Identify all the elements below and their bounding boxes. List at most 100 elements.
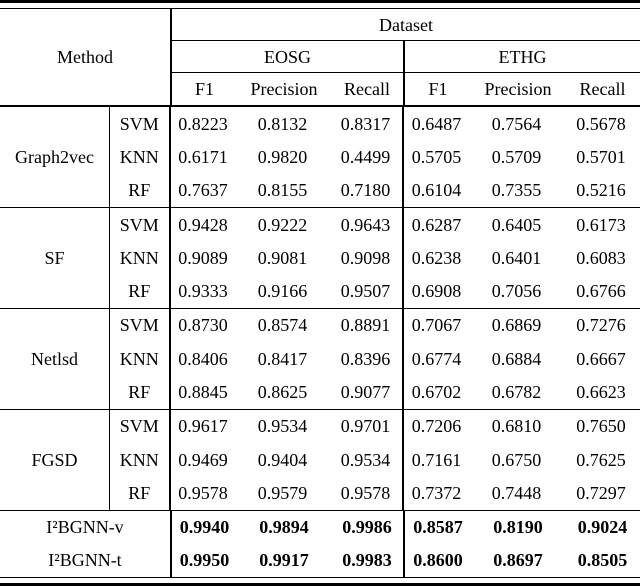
metric-value: 0.7067 bbox=[411, 315, 462, 336]
method-label: Netlsd bbox=[0, 308, 110, 409]
metric-value: 0.9894 bbox=[259, 517, 309, 538]
table-row: SVM 0.8223 0.8132 0.8317 0.6487 0.7564 0… bbox=[110, 107, 640, 141]
dataset-eosg-header: EOSG bbox=[172, 41, 405, 72]
metric-value: 0.6405 bbox=[491, 214, 542, 235]
metric-value: 0.8155 bbox=[257, 180, 308, 201]
table-row: RF 0.8845 0.8625 0.9077 0.6702 0.6782 0.… bbox=[110, 375, 640, 409]
metric-value: 0.9534 bbox=[257, 416, 308, 437]
method-label: I²BGNN-v bbox=[0, 510, 172, 544]
metric-value: 0.6238 bbox=[411, 247, 462, 268]
metric-value: 0.6171 bbox=[178, 146, 228, 167]
metric-value: 0.9166 bbox=[257, 281, 308, 302]
metric-value: 0.6287 bbox=[411, 214, 462, 235]
method-label: SF bbox=[0, 207, 110, 308]
table-row: KNN 0.9469 0.9404 0.9534 0.7161 0.6750 0… bbox=[110, 442, 640, 477]
metric-header-recall-ethg: Recall bbox=[579, 79, 626, 99]
metric-value: 0.9820 bbox=[257, 146, 308, 167]
metric-value: 0.9081 bbox=[257, 247, 308, 268]
metric-value: 0.7650 bbox=[576, 416, 626, 437]
metric-value: 0.7206 bbox=[411, 416, 462, 437]
metric-value: 0.6104 bbox=[411, 180, 462, 201]
classifier-label: KNN bbox=[110, 442, 171, 477]
classifier-label: SVM bbox=[110, 409, 171, 443]
classifier-label: KNN bbox=[110, 241, 171, 275]
metric-header-f1-ethg: F1 bbox=[428, 79, 448, 99]
metric-value: 0.9098 bbox=[330, 241, 404, 275]
table-row: SVM 0.8730 0.8574 0.8891 0.7067 0.6869 0… bbox=[110, 308, 640, 343]
metric-value: 0.9578 bbox=[178, 482, 228, 503]
method-label: Graph2vec bbox=[0, 107, 110, 207]
metric-value: 0.6884 bbox=[491, 348, 542, 369]
dataset-header: Dataset bbox=[379, 14, 433, 35]
metric-names-row: F1 Precision Recall F1 Precision Recall bbox=[172, 73, 640, 105]
metric-value: 0.9701 bbox=[330, 409, 404, 443]
metric-value: 0.9222 bbox=[257, 214, 308, 235]
metric-value: 0.8587 bbox=[413, 517, 463, 538]
metric-value: 0.6782 bbox=[491, 382, 542, 403]
metric-value: 0.8223 bbox=[178, 113, 228, 134]
metric-value: 0.9940 bbox=[179, 517, 230, 538]
metric-value: 0.9333 bbox=[178, 281, 228, 302]
metric-header-f1-eosg: F1 bbox=[194, 79, 214, 99]
method-group-fgsd: FGSD SVM 0.9617 0.9534 0.9701 0.7206 0.6… bbox=[0, 409, 640, 511]
metric-value: 0.5701 bbox=[576, 146, 626, 167]
metric-value: 0.7180 bbox=[330, 173, 404, 207]
table-row: RF 0.9578 0.9579 0.9578 0.7372 0.7448 0.… bbox=[110, 476, 640, 510]
metric-value: 0.7448 bbox=[491, 482, 542, 503]
metric-header-precision-ethg: Precision bbox=[484, 79, 552, 99]
method-header: Method bbox=[0, 9, 172, 105]
metric-value: 0.6487 bbox=[411, 113, 462, 134]
top-double-rule bbox=[0, 0, 640, 9]
metric-value: 0.7056 bbox=[491, 281, 542, 302]
metric-value: 0.8190 bbox=[493, 517, 543, 538]
metric-value: 0.6173 bbox=[576, 214, 626, 235]
metric-value: 0.9507 bbox=[330, 274, 404, 308]
metric-value: 0.4499 bbox=[330, 140, 404, 174]
metric-value: 0.6623 bbox=[576, 382, 626, 403]
metric-value: 0.8625 bbox=[257, 382, 308, 403]
method-group-netlsd: Netlsd SVM 0.8730 0.8574 0.8891 0.7067 0… bbox=[0, 308, 640, 410]
classifier-label: SVM bbox=[110, 107, 171, 141]
dataset-names-row: EOSG ETHG bbox=[172, 41, 640, 73]
metric-value: 0.9986 bbox=[331, 510, 405, 544]
metric-value: 0.9089 bbox=[178, 247, 228, 268]
metric-value: 0.5705 bbox=[411, 146, 462, 167]
metric-value: 0.9024 bbox=[577, 517, 628, 538]
method-label: I²BGNN-t bbox=[0, 543, 172, 577]
metric-value: 0.6908 bbox=[411, 281, 462, 302]
summary-section: I²BGNN-v 0.9940 0.9894 0.9986 0.8587 0.8… bbox=[0, 510, 640, 577]
table-row: SVM 0.9428 0.9222 0.9643 0.6287 0.6405 0… bbox=[110, 207, 640, 242]
method-group-graph2vec: Graph2vec SVM 0.8223 0.8132 0.8317 0.648… bbox=[0, 107, 640, 208]
metric-value: 0.9643 bbox=[330, 207, 404, 242]
metric-value: 0.7637 bbox=[178, 180, 228, 201]
metric-value: 0.6083 bbox=[576, 247, 626, 268]
metric-value: 0.9983 bbox=[331, 543, 405, 577]
metric-value: 0.7355 bbox=[491, 180, 542, 201]
metric-value: 0.8730 bbox=[178, 315, 228, 336]
table-header: Method Dataset EOSG ETHG F1 Precision Re… bbox=[0, 9, 640, 107]
metric-value: 0.7564 bbox=[491, 113, 542, 134]
metric-value: 0.5709 bbox=[491, 146, 542, 167]
metric-value: 0.7276 bbox=[576, 315, 626, 336]
metric-value: 0.6702 bbox=[411, 382, 462, 403]
metric-value: 0.9578 bbox=[330, 476, 404, 510]
metric-value: 0.9617 bbox=[178, 416, 228, 437]
table-row: RF 0.9333 0.9166 0.9507 0.6908 0.7056 0.… bbox=[110, 274, 640, 308]
metric-value: 0.9428 bbox=[178, 214, 228, 235]
classifier-label: KNN bbox=[110, 342, 171, 376]
dataset-header-block: Dataset EOSG ETHG F1 Precision Recall F1… bbox=[172, 9, 640, 105]
bottom-double-rule bbox=[0, 576, 640, 586]
table-row: KNN 0.9089 0.9081 0.9098 0.6238 0.6401 0… bbox=[110, 241, 640, 275]
classifier-label: SVM bbox=[110, 308, 171, 343]
classifier-label: RF bbox=[110, 173, 171, 207]
table-row-i2bgnn-v: I²BGNN-v 0.9940 0.9894 0.9986 0.8587 0.8… bbox=[0, 510, 640, 544]
method-label: FGSD bbox=[0, 409, 110, 510]
metric-value: 0.7625 bbox=[576, 449, 626, 470]
metric-value: 0.6766 bbox=[576, 281, 626, 302]
metric-value: 0.9469 bbox=[178, 449, 228, 470]
metric-value: 0.8574 bbox=[257, 315, 308, 336]
classifier-label: RF bbox=[110, 476, 171, 510]
classifier-label: RF bbox=[110, 274, 171, 308]
metric-value: 0.5678 bbox=[576, 113, 626, 134]
